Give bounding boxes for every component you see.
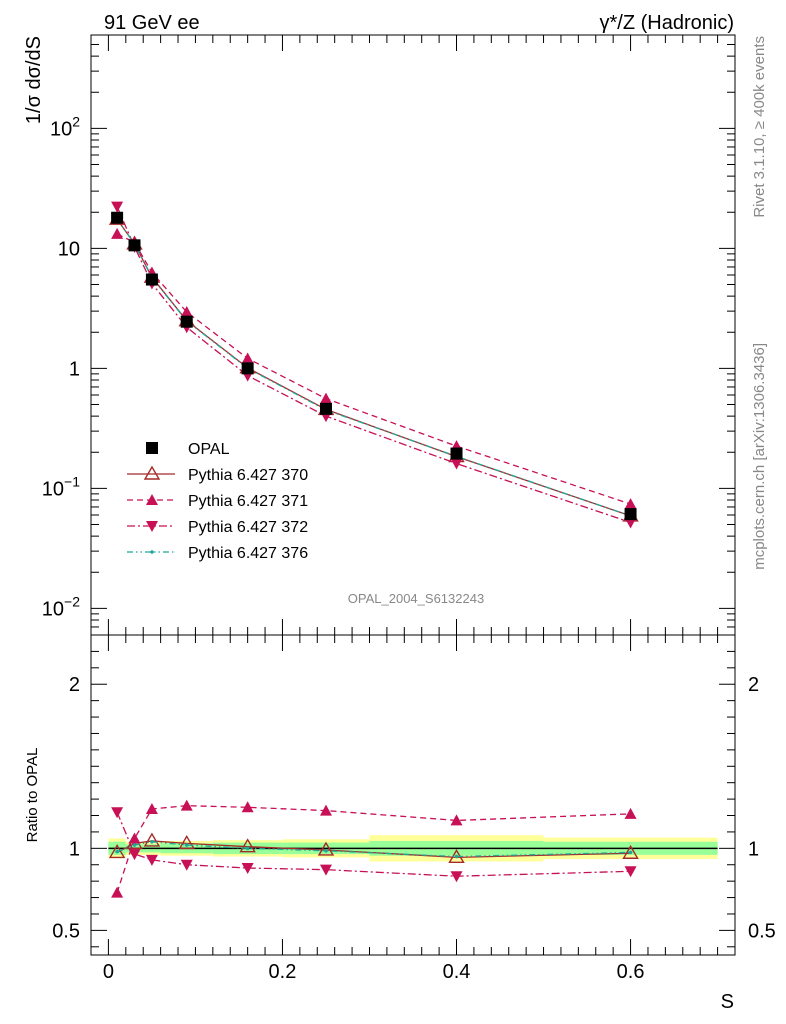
main-y-tick-label-3: 10 [58,238,80,260]
ratio-series-point-3-4 [245,846,250,851]
main-series-group [108,201,639,529]
ratio-series-point-1-1 [128,832,141,844]
main-series-line-1 [116,233,631,505]
ratio-y-tick-label-left-0: 0.5 [52,920,80,942]
ratio-y-tick-label-left-2: 2 [69,674,80,696]
main-series-point-1-3 [180,305,193,317]
ratio-series-point-3-2 [150,839,154,844]
ratio-series-group [108,799,639,898]
legend-label-4: Pythia 6.427 376 [188,545,308,562]
main-y-tick-label-2: 1 [69,358,80,380]
main-y-tick-label-1: 10−1 [42,473,80,500]
ratio-series-point-0-2 [143,832,161,847]
ratio-series-line-1 [116,805,631,893]
ratio-series-line-2 [116,811,631,877]
analysis-watermark: OPAL_2004_S6132243 [348,591,484,606]
main-series-point-4-7 [624,508,637,521]
ratio-series-point-0-5 [317,841,335,856]
x-axis-label: S [721,991,734,1013]
header-right-title: γ*/Z (Hadronic) [600,12,734,34]
ratio-series-point-0-3 [178,835,195,850]
legend-label-1: Pythia 6.427 370 [188,467,308,484]
main-series-line-2 [116,206,631,524]
main-series-point-4-6 [450,447,463,460]
ratio-y-tick-label-right-1: 1 [748,838,759,860]
legend-label-3: Pythia 6.427 372 [188,519,308,536]
legend: OPAL Pythia 6.427 370 Pythia 6.427 371 Pyth… [127,441,308,562]
legend-marker-0 [146,442,158,454]
ratio-series-point-3-1 [132,843,137,847]
main-series-point-1-0 [111,227,124,239]
ratio-series-point-1-2 [145,802,158,814]
legend-marker-4 [150,550,154,554]
main-y-tick-label-4: 102 [50,113,80,140]
ratio-series-point-3-5 [324,848,328,853]
main-series-point-4-0 [111,211,124,224]
axis-ticks [91,34,735,955]
axis-tick-labels: 10−2 10−1 1 10 102 0.5 0.5 1 1 2 2 0 0.2 0.4 0.6 [42,113,776,983]
legend-label-0: OPAL [188,441,230,458]
ratio-y-tick-label-left-1: 1 [69,838,80,860]
ratio-y-tick-label-right-2: 2 [748,674,759,696]
header-left-title: 91 GeV ee [104,12,200,34]
ratio-series-point-3-0 [115,849,119,854]
ratio-series-point-1-6 [450,814,463,826]
legend-label-2: Pythia 6.427 371 [188,493,308,510]
ratio-series-point-2-0 [111,807,124,819]
ratio-series-point-2-7 [624,866,637,878]
ratio-series-point-2-3 [180,859,193,871]
main-series-point-1-7 [624,498,637,510]
ratio-series-point-3-6 [454,854,459,859]
ratio-series-point-1-3 [180,799,193,811]
main-y-tick-label-0: 10−2 [42,593,80,620]
ratio-series-point-2-2 [145,854,158,866]
ratio-y-tick-label-right-0: 0.5 [748,920,776,942]
ratio-series-point-2-4 [241,863,254,875]
ratio-series-point-1-0 [111,886,124,898]
main-series-point-1-5 [319,392,332,404]
main-series-point-4-2 [145,273,158,286]
main-series-point-4-4 [241,362,254,375]
legend-marker-1 [143,465,161,480]
ratio-series-point-0-0 [108,844,126,859]
main-series-point-2-7 [624,517,637,529]
x-tick-label-2: 0.4 [443,961,471,983]
ratio-series-point-1-7 [624,807,637,819]
x-tick-label-0: 0 [103,961,114,983]
legend-marker-3 [146,521,158,532]
ratio-series-point-2-1 [128,849,141,861]
ratio-series-point-3-7 [628,850,633,855]
ratio-series-point-2-5 [319,864,332,876]
main-series-point-1-4 [241,352,254,364]
x-tick-label-1: 0.2 [269,961,297,983]
ratio-series-point-3-3 [184,843,189,847]
main-y-axis-label: 1/σ dσ/dS [23,36,45,124]
main-series-point-4-5 [319,402,332,415]
main-series-point-2-0 [111,201,124,213]
ratio-y-axis-label: Ratio to OPAL [24,748,41,843]
ratio-plot-frame [90,634,736,956]
main-series-point-4-3 [180,315,193,328]
ratio-series-line-3 [116,841,631,858]
ratio-series-point-1-4 [241,801,254,813]
ratio-series-point-0-7 [622,844,639,859]
x-tick-label-3: 0.6 [617,961,645,983]
ratio-series-point-1-5 [319,804,332,816]
ratio-series-point-0-4 [239,838,256,853]
main-series-point-4-1 [128,239,141,252]
main-series-point-2-6 [450,458,463,470]
mcplots-reference-text: mcplots.cern.ch [arXiv:1306.3436] [751,343,768,570]
legend-marker-2 [146,494,158,505]
ratio-series-point-2-6 [450,871,463,883]
rivet-version-text: Rivet 3.1.10, ≥ 400k events [751,36,768,218]
